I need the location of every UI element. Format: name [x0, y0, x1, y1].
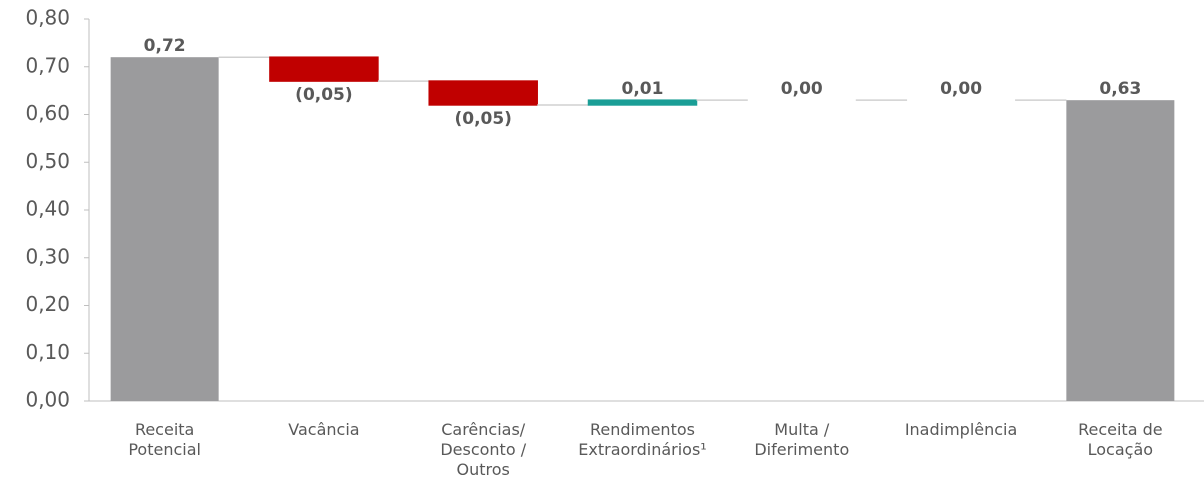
y-tick-label: 0,40	[25, 197, 70, 221]
x-tick-label: Rendimentos Extraordinários¹	[578, 420, 707, 459]
x-tick-label: Inadimplência	[904, 420, 1018, 439]
x-tick-label: Receita Potencial	[128, 420, 201, 459]
y-tick-label: 0,70	[25, 53, 70, 77]
y-tick-label: 0,30	[25, 244, 70, 268]
data-label: 0,72	[144, 36, 186, 56]
y-tick-label: 0,50	[25, 149, 70, 173]
x-tick-label: Multa / Diferimento	[754, 420, 850, 459]
bar	[587, 99, 698, 106]
bar	[110, 57, 219, 401]
y-tick-label: 0,60	[25, 101, 70, 125]
data-label: 0,00	[781, 79, 823, 99]
data-label: 0,00	[940, 79, 982, 99]
y-tick-label: 0,20	[25, 292, 70, 316]
y-tick-label: 0,10	[25, 340, 70, 364]
y-tick-label: 0,80	[25, 6, 70, 30]
data-label: (0,05)	[295, 85, 352, 105]
data-label: 0,63	[1099, 79, 1141, 99]
data-label: 0,01	[622, 79, 664, 99]
x-tick-label: Carências/ Desconto / Outros	[440, 420, 527, 479]
y-tick-label: 0,00	[25, 388, 70, 412]
bar	[269, 56, 379, 82]
x-tick-label: Receita de Locação	[1078, 420, 1163, 459]
bar	[1066, 100, 1175, 402]
bar	[428, 80, 538, 106]
x-tick-label: Vacância	[288, 420, 360, 439]
data-label: (0,05)	[454, 109, 511, 129]
